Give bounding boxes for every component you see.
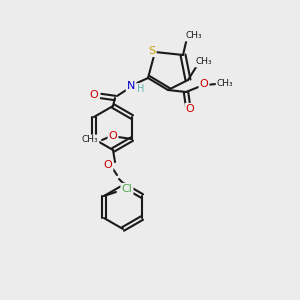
Text: CH₃: CH₃: [186, 32, 202, 40]
Text: CH₃: CH₃: [217, 80, 233, 88]
Text: O: O: [186, 104, 194, 114]
Text: O: O: [90, 90, 98, 100]
Text: CH₃: CH₃: [82, 136, 98, 145]
Text: Cl: Cl: [122, 184, 132, 194]
Text: N: N: [127, 81, 135, 91]
Text: S: S: [148, 46, 156, 56]
Text: O: O: [103, 160, 112, 170]
Text: CH₃: CH₃: [196, 58, 212, 67]
Text: O: O: [109, 131, 117, 141]
Text: O: O: [200, 79, 208, 89]
Text: H: H: [137, 84, 145, 94]
